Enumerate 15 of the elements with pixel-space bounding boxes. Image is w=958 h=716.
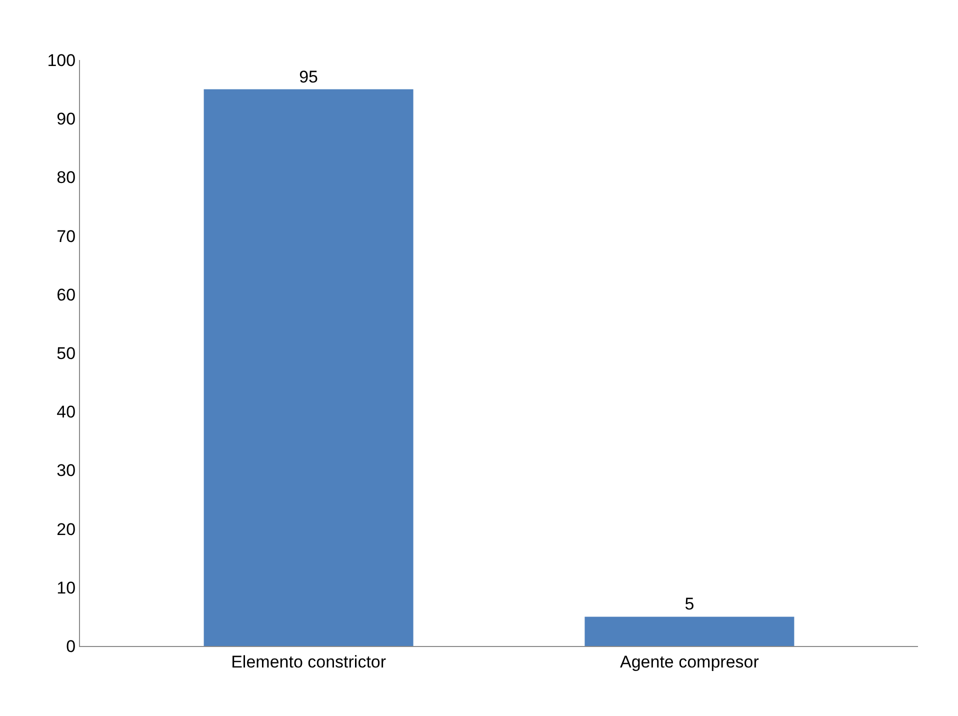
y-tick-label: 90 [56, 110, 76, 129]
y-tick-label: 60 [56, 285, 76, 304]
y-tick-label: 80 [56, 168, 76, 188]
y-tick-label: 70 [56, 226, 76, 246]
y-tick-label: 10 [56, 578, 76, 598]
x-tick-label: Elemento constrictor [231, 652, 386, 672]
y-tick-label: 50 [56, 344, 76, 363]
y-tick-label: 30 [56, 461, 76, 480]
y-tick-label: 0 [66, 636, 76, 656]
y-tick-label: 100 [47, 50, 76, 70]
data-label: 95 [299, 67, 318, 86]
data-label: 5 [684, 594, 694, 614]
x-tick-label: Agente compresor [620, 652, 760, 672]
y-tick-label: 20 [56, 520, 76, 539]
y-tick-label: 40 [56, 402, 76, 422]
